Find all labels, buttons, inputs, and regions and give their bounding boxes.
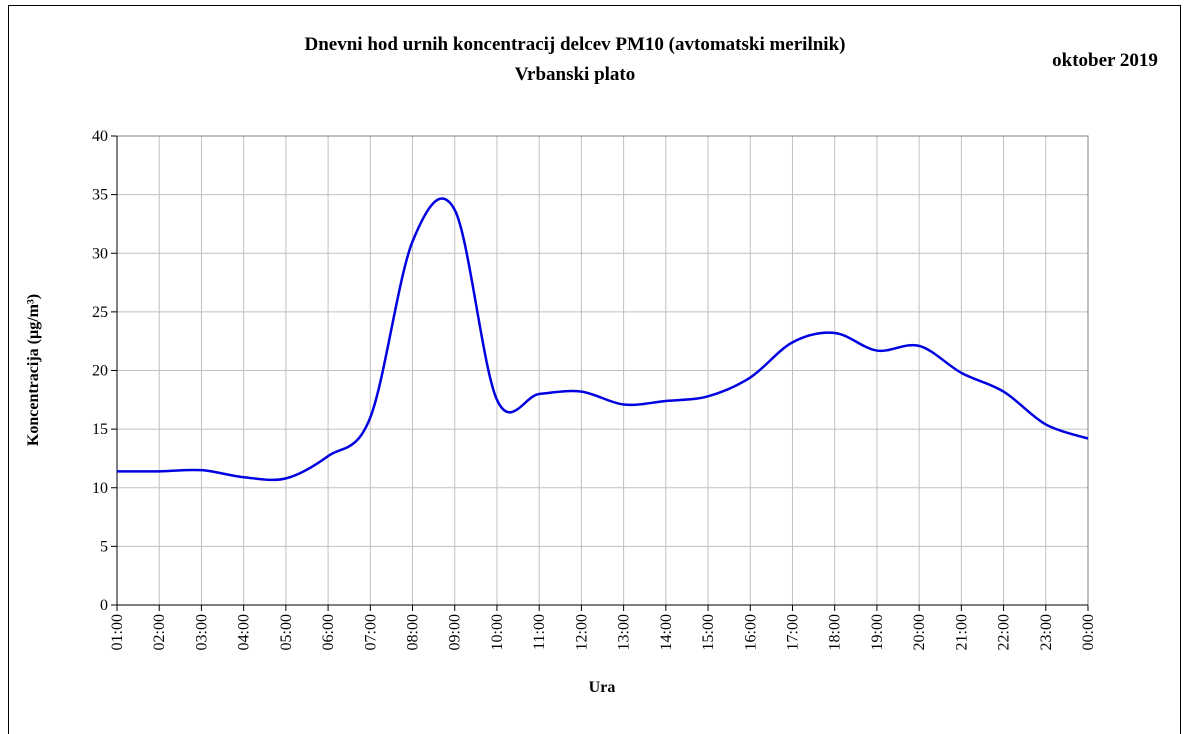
frame xyxy=(8,5,1181,734)
x-tick-label: 21:00 xyxy=(953,614,970,650)
x-tick-label: 06:00 xyxy=(320,614,337,650)
y-tick-label: 15 xyxy=(92,421,108,438)
x-tick-label: 07:00 xyxy=(362,614,379,650)
y-tick-label: 40 xyxy=(92,128,108,145)
x-tick-label: 05:00 xyxy=(278,614,295,650)
x-tick-label: 14:00 xyxy=(658,614,675,650)
x-axis-label: Ura xyxy=(589,679,616,696)
x-tick-label: 09:00 xyxy=(447,614,464,650)
x-tick-label: 08:00 xyxy=(405,614,422,650)
x-tick-label: 22:00 xyxy=(996,614,1013,650)
y-tick-label: 0 xyxy=(100,597,108,614)
chart-title: Dnevni hod urnih koncentracij delcev PM1… xyxy=(305,34,846,55)
x-tick-label: 17:00 xyxy=(784,614,801,650)
x-tick-label: 16:00 xyxy=(742,614,759,650)
x-tick-label: 20:00 xyxy=(911,614,928,650)
chart-title: Vrbanski plato xyxy=(515,64,636,85)
x-tick-label: 15:00 xyxy=(700,614,717,650)
x-tick-label: 19:00 xyxy=(869,614,886,650)
chart-subtitle: oktober 2019 xyxy=(1052,50,1158,71)
x-tick-label: 04:00 xyxy=(236,614,253,650)
x-tick-label: 18:00 xyxy=(827,614,844,650)
x-tick-label: 13:00 xyxy=(616,614,633,650)
data-line xyxy=(116,197,1089,482)
y-tick-label: 20 xyxy=(92,363,108,380)
y-axis-label: Koncentracija (µg/m³) xyxy=(25,294,42,446)
x-tick-label: 10:00 xyxy=(489,614,506,650)
x-tick-label: 23:00 xyxy=(1038,614,1055,650)
y-tick-label: 35 xyxy=(92,187,108,204)
y-tick-label: 5 xyxy=(100,538,108,555)
x-tick-label: 01:00 xyxy=(109,614,126,650)
x-tick-label: 11:00 xyxy=(531,614,548,650)
y-tick-label: 25 xyxy=(92,304,108,321)
x-tick-label: 02:00 xyxy=(151,614,168,650)
x-tick-label: 12:00 xyxy=(573,614,590,650)
y-tick-label: 30 xyxy=(92,245,108,262)
x-tick-label: 03:00 xyxy=(193,614,210,650)
x-tick-label: 00:00 xyxy=(1080,614,1097,650)
y-tick-label: 10 xyxy=(92,480,108,497)
